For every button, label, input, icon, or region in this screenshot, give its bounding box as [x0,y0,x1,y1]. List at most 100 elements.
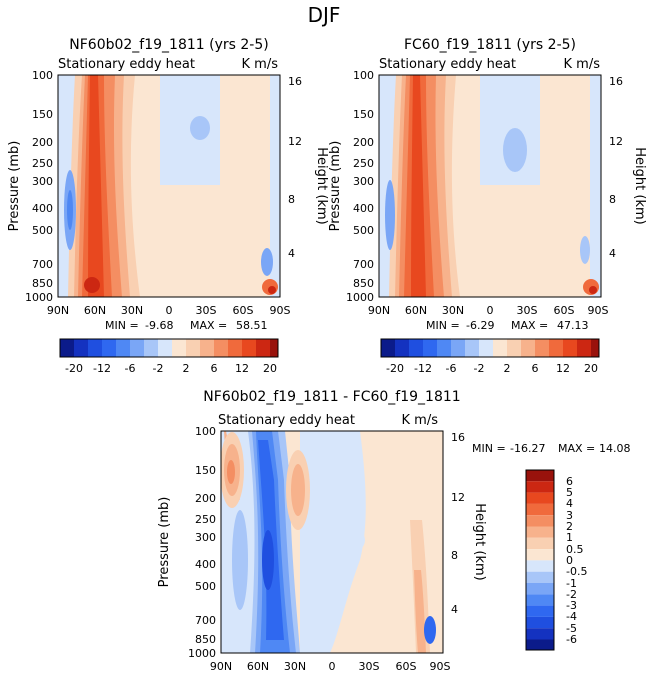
colorbar-b-label: -6 [446,362,457,375]
panel-b-x-tick: 30S [517,304,538,317]
panel-a-x-tick: 30S [196,304,217,317]
colorbar-c-label: -5 [566,622,577,635]
panel-c-ylabel-right: Height (km) [472,503,487,580]
panel-a-x-tick: 60N [84,304,106,317]
colorbar-c-label: -1 [566,577,577,590]
colorbar-b-label: 12 [556,362,570,375]
panel-c: NF60b02_f19_1811 - FC60_f19_1811 Station… [157,389,631,673]
panel-c-min: -16.27 [510,442,545,455]
panel-c-y2-tick: 4 [451,603,458,616]
panel-c-y-tick: 400 [195,558,216,571]
panel-b-y-tick: 500 [353,224,374,237]
panel-a-min-label: MIN = [105,319,139,332]
panel-c-y-tick: 500 [195,580,216,593]
colorbar-a-label: 20 [263,362,277,375]
panel-c-y2-tick: 12 [451,491,465,504]
colorbar-b-label: -20 [386,362,404,375]
panel-a-max-label: MAX = [190,319,227,332]
panel-a-y2-tick: 4 [288,247,295,260]
panel-b-y-tick: 200 [353,136,374,149]
panel-a: NF60b02_f19_1811 (yrs 2-5) Stationary ed… [7,37,329,332]
panel-c-y-tick: 150 [195,464,216,477]
colorbar-c-label: -6 [566,633,577,646]
colorbar-a-label: 2 [183,362,190,375]
panel-a-y-tick: 100 [32,69,53,82]
colorbar-c-label: 4 [566,497,573,510]
panel-b-x-tick: 60S [554,304,575,317]
colorbar-c-label: 0.5 [566,543,584,556]
panel-b-max-label: MAX = [511,319,548,332]
colorbar-c-label: 0 [566,554,573,567]
panel-c-subtitle: Stationary eddy heat [218,413,355,428]
colorbar-a-swatches [60,339,278,357]
panel-a-min: -9.68 [145,319,173,332]
panel-a-y-tick: 150 [32,108,53,121]
panel-b: FC60_f19_1811 (yrs 2-5) Stationary eddy … [328,37,647,332]
colorbar-b-swatches [381,339,599,357]
colorbar-b-label: -12 [414,362,432,375]
panel-c-field [221,431,443,653]
panel-c-max: 14.08 [599,442,631,455]
panel-c-x-tick: 60N [247,660,269,673]
panel-b-y-tick: 700 [353,258,374,271]
panel-b-y2-tick: 16 [609,75,623,88]
panel-b-x-tick: 90S [588,304,609,317]
panel-a-ylabel-right: Height (km) [314,147,329,224]
panel-c-x-tick: 0 [329,660,336,673]
panel-b-title: FC60_f19_1811 (yrs 2-5) [404,37,576,53]
panel-a-y2-tick: 12 [288,135,302,148]
panel-b-ylabel-right: Height (km) [632,147,647,224]
panel-a-y-tick: 1000 [25,291,53,304]
panel-b-y2-tick: 4 [609,247,616,260]
panel-b-min: -6.29 [466,319,494,332]
colorbar-c-label: 2 [566,520,573,533]
colorbar-b-label: -2 [474,362,485,375]
panel-c-max-label: MAX = [558,442,595,455]
panel-b-y-tick: 100 [353,69,374,82]
panel-a-y2-tick: 8 [288,193,295,206]
panel-b-y2-tick: 12 [609,135,623,148]
figure-title: DJF [308,3,341,27]
panel-a-title: NF60b02_f19_1811 (yrs 2-5) [69,37,268,53]
panel-b-units: K m/s [564,57,601,72]
panel-b-min-label: MIN = [426,319,460,332]
panel-a-y-tick: 700 [32,258,53,271]
panel-b-x-tick: 30N [442,304,464,317]
panel-c-x-tick: 30N [284,660,306,673]
panel-c-y-tick: 250 [195,513,216,526]
panel-b-subtitle: Stationary eddy heat [379,57,516,72]
panel-c-x-tick: 60S [396,660,417,673]
colorbar-c-label: -3 [566,599,577,612]
colorbar-c-label: -4 [566,610,577,623]
panel-b-y-tick: 300 [353,175,374,188]
colorbar-c: 6 5 4 3 2 1 0.5 0 -0.5 -1 -2 -3 -4 -5 -6 [525,469,587,651]
colorbar-c-label: 6 [566,475,573,488]
panel-a-x-tick: 30N [121,304,143,317]
panel-b-x-tick: 90N [368,304,390,317]
panel-c-x-tick: 30S [359,660,380,673]
panel-b-y-tick: 150 [353,108,374,121]
panel-c-y-tick: 200 [195,492,216,505]
panel-b-neg-blob [385,180,395,250]
panel-a-x-tick: 60S [233,304,254,317]
panel-c-x-tick: 90S [430,660,451,673]
colorbar-a-label: 12 [235,362,249,375]
panel-a-x-tick: 90S [270,304,291,317]
panel-a-x-tick: 90N [47,304,69,317]
panel-a-y-tick: 400 [32,202,53,215]
panel-a-y-tick: 850 [32,277,53,290]
colorbar-a: -20 -12 -6 -2 2 6 12 20 [59,338,279,375]
colorbar-c-label: 3 [566,509,573,522]
panel-b-x-tick: 0 [487,304,494,317]
panel-b-y-tick: 850 [353,277,374,290]
panel-b-x-tick: 60N [405,304,427,317]
colorbar-b-label: 2 [504,362,511,375]
panel-c-y-tick: 700 [195,614,216,627]
panel-b-y-tick: 400 [353,202,374,215]
colorbar-b-label: 6 [532,362,539,375]
colorbar-b: -20 -12 -6 -2 2 6 12 20 [380,338,600,375]
panel-c-y-tick: 100 [195,425,216,438]
panel-a-subtitle: Stationary eddy heat [58,57,195,72]
colorbar-c-label: 1 [566,531,573,544]
